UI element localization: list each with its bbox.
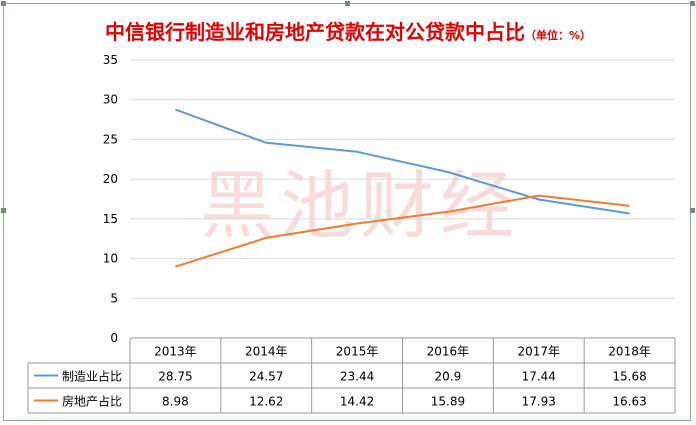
data-label: 8.98 [162,395,189,409]
data-label: 17.93 [522,395,556,409]
y-tick-label: 35 [103,53,118,67]
data-label: 20.9 [435,370,462,384]
y-tick-label: 25 [103,132,118,146]
y-tick-label: 10 [103,252,118,266]
resize-handle-top-right[interactable] [690,1,695,6]
x-category-label: 2015年 [336,345,379,359]
resize-handle-top-left[interactable] [1,1,6,6]
series-line-1 [175,108,630,215]
data-label: 15.68 [612,370,646,384]
chart-title: 中信银行制造业和房地产贷款在对公贷款中占比（单位：%） [0,16,696,45]
resize-handle-right[interactable] [690,208,695,213]
y-tick-label: 0 [110,331,118,345]
y-axis-ticks: 0 5 10 15 20 25 30 35 [103,53,118,345]
data-label: 24.57 [249,370,283,384]
x-category-label: 2013年 [154,345,197,359]
data-label: 28.75 [158,370,192,384]
y-tick-label: 5 [110,291,118,305]
x-category-label: 2016年 [427,345,470,359]
data-label: 16.63 [612,395,646,409]
gridlines [130,59,675,339]
chart-title-text: 中信银行制造业和房地产贷款在对公贷款中占比 [104,20,525,44]
x-category-label: 2018年 [608,345,651,359]
chart-frame [3,3,691,421]
y-tick-label: 15 [103,212,118,226]
y-tick-label: 20 [103,172,118,186]
x-category-label: 2017年 [517,345,560,359]
chart-unit-note: （单位：%） [524,29,592,42]
data-label: 23.44 [340,370,374,384]
legend-label: 房地产占比 [62,394,122,409]
resize-handle-top[interactable] [345,1,350,6]
data-label: 14.42 [340,395,374,409]
data-label: 17.44 [522,370,556,384]
series-line-2 [175,194,630,268]
data-label: 12.62 [249,395,283,409]
series-lines [175,108,630,268]
resize-handle-left[interactable] [1,208,6,213]
x-category-label: 2014年 [245,345,288,359]
data-label: 15.89 [431,395,465,409]
legend-label: 制造业占比 [62,369,122,384]
y-tick-label: 30 [103,93,118,107]
